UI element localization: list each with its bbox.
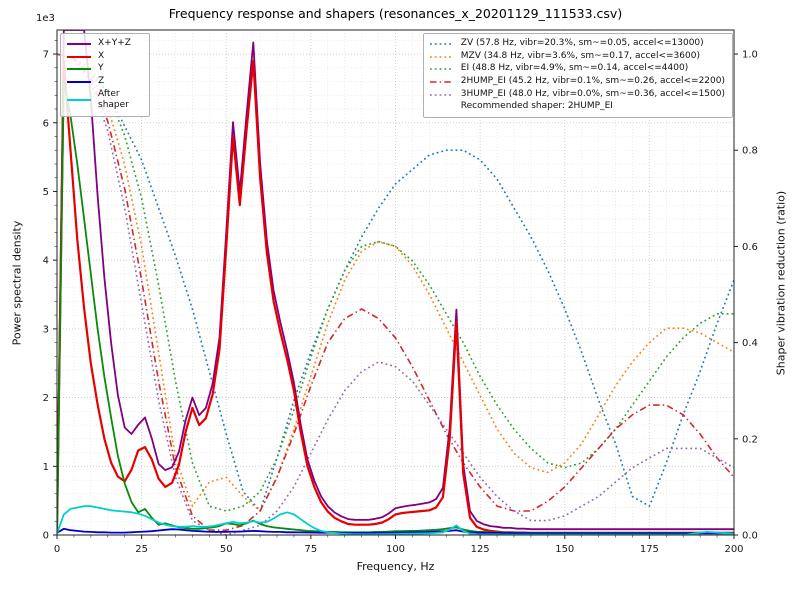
- shaper-legend: ZV (57.8 Hz, vibr=20.3%, sm~=0.05, accel…: [422, 33, 733, 119]
- x-tick-label: 0: [54, 544, 60, 555]
- y-left-tick-label: 2: [43, 393, 49, 404]
- legend-line-sample: [67, 99, 91, 102]
- legend-line-sample: [429, 68, 454, 71]
- y-right-tick-label: 0.6: [742, 242, 758, 253]
- y-left-tick-label: 7: [43, 50, 49, 61]
- legend-label: ZV (57.8 Hz, vibr=20.3%, sm~=0.05, accel…: [460, 38, 704, 48]
- legend-item-2hump_ei: 2HUMP_EI (45.2 Hz, vibr=0.1%, sm~=0.26, …: [429, 76, 725, 88]
- legend-label: EI (48.8 Hz, vibr=4.9%, sm~=0.14, accel<…: [460, 63, 689, 74]
- legend-item-x-y-z: X+Y+Z: [66, 38, 142, 50]
- legend-label: Y: [98, 63, 104, 74]
- legend-line-sample: [67, 55, 91, 58]
- curve-shaper-zv: [57, 53, 734, 512]
- legend-item-y: Y: [66, 63, 142, 75]
- legend-item-mzv: MZV (34.8 Hz, vibr=3.6%, sm~=0.17, accel…: [429, 51, 725, 63]
- right-axis-label: Shaper vibration reduction (ratio): [774, 190, 788, 376]
- y-right-tick-label: 1.0: [742, 50, 758, 61]
- y-left-tick-label: 5: [43, 187, 49, 198]
- legend-line-sample: [429, 43, 454, 45]
- curve-psd-z: [57, 527, 734, 535]
- x-axis-label: Frequency, Hz: [356, 560, 435, 573]
- y-right-tick-label: 0.0: [742, 531, 758, 542]
- y-right-tick-label: 0.2: [742, 434, 758, 445]
- x-tick-label: 150: [555, 544, 574, 555]
- legend-item-3hump_ei: 3HUMP_EI (48.0 Hz, vibr=0.0%, sm~=0.36, …: [429, 89, 725, 101]
- curve-shaper-3hump_ei: [57, 53, 734, 535]
- y-axis-offset-text: 1e3: [36, 13, 55, 24]
- legend-label: Z: [98, 76, 105, 87]
- x-tick-label: 200: [724, 544, 743, 555]
- x-tick-label: 75: [305, 544, 318, 555]
- legend-line-sample: [67, 68, 91, 71]
- legend-label: 3HUMP_EI (48.0 Hz, vibr=0.0%, sm~=0.36, …: [460, 88, 725, 99]
- y-left-tick-label: 0: [43, 531, 49, 542]
- curve-shaper-2hump_ei: [57, 53, 734, 532]
- psd-legend: X+Y+Z X Y Z After shaper: [60, 33, 150, 118]
- legend-item-after-shaper: After shaper: [66, 89, 142, 112]
- left-axis-label: Power spectral density: [10, 220, 24, 346]
- legend-line-sample: [67, 42, 91, 45]
- y-right-tick-label: 0.4: [742, 338, 758, 349]
- legend-item-ei: EI (48.8 Hz, vibr=4.9%, sm~=0.14, accel<…: [429, 63, 725, 75]
- legend-line-sample: [429, 93, 454, 96]
- curve-shaper-mzv: [57, 53, 734, 512]
- legend-line-sample: [429, 55, 454, 58]
- legend-label: 2HUMP_EI (45.2 Hz, vibr=0.1%, sm~=0.26, …: [460, 76, 725, 87]
- y-left-tick-label: 4: [43, 256, 49, 267]
- x-tick-label: 125: [471, 544, 490, 555]
- chart-title: Frequency response and shapers (resonanc…: [168, 6, 623, 21]
- y-right-tick-label: 0.8: [742, 146, 758, 157]
- x-tick-label: 25: [135, 544, 148, 555]
- legend-label: After shaper: [98, 88, 129, 111]
- y-left-tick-label: 1: [43, 462, 49, 473]
- legend-line-sample: [429, 81, 454, 83]
- legend-label: MZV (34.8 Hz, vibr=3.6%, sm~=0.17, accel…: [460, 50, 700, 61]
- legend-item-zv: ZV (57.8 Hz, vibr=20.3%, sm~=0.05, accel…: [429, 38, 725, 50]
- legend-label: X: [98, 50, 105, 61]
- curve-psd-x-y-z: [57, 30, 734, 531]
- x-tick-label: 50: [220, 544, 233, 555]
- legend-label: X+Y+Z: [98, 38, 131, 48]
- x-tick-label: 100: [386, 544, 405, 555]
- legend-line-sample: [67, 80, 91, 83]
- y-left-tick-label: 3: [43, 324, 49, 335]
- legend-label: Recommended shaper: 2HUMP_EI: [460, 101, 613, 112]
- x-tick-label: 175: [640, 544, 659, 555]
- legend-item-x: X: [66, 51, 142, 63]
- y-left-tick-label: 6: [43, 118, 49, 129]
- legend-item-z: Z: [66, 76, 142, 88]
- recommended-shaper-text: Recommended shaper: 2HUMP_EI: [429, 101, 725, 113]
